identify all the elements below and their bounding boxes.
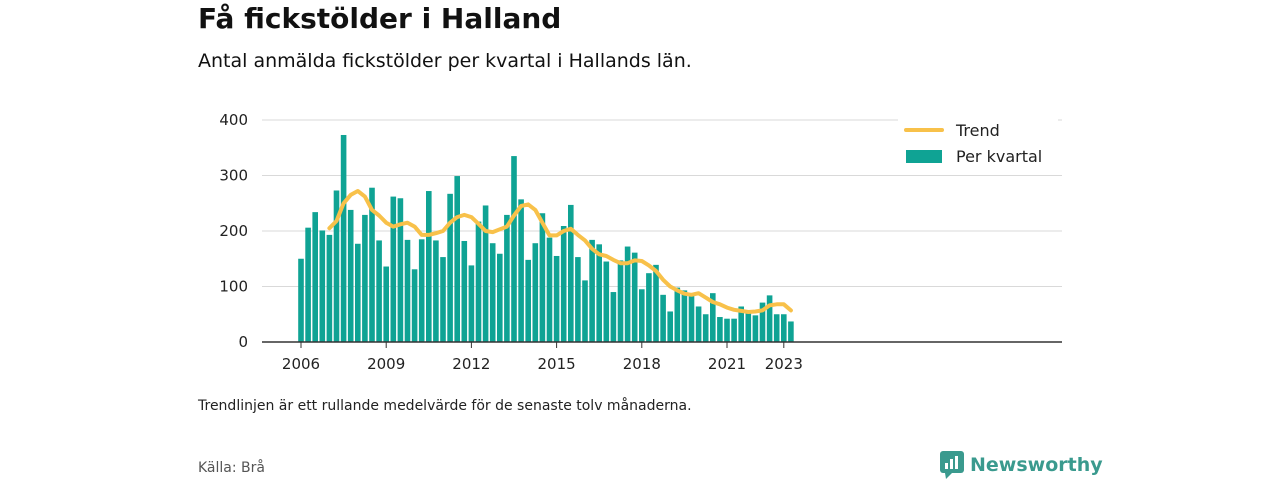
bar-2016-Q4 xyxy=(603,261,610,342)
bar-2015-Q3 xyxy=(568,204,574,342)
x-tick-label-2006: 2006 xyxy=(282,355,320,373)
bar-2020-Q4 xyxy=(717,317,723,342)
bar-2019-Q3 xyxy=(681,290,688,342)
bar-2020-Q3 xyxy=(710,293,716,342)
bar-2019-Q4 xyxy=(688,295,695,342)
y-tick-label-0: 0 xyxy=(238,333,248,351)
bar-2016-Q1 xyxy=(582,280,588,342)
bar-2014-Q2 xyxy=(532,243,539,342)
bar-2018-Q3 xyxy=(653,264,659,342)
bar-2014-Q1 xyxy=(525,259,531,342)
bar-2023-Q2 xyxy=(788,321,794,342)
chart-subtitle: Antal anmälda fickstölder per kvartal i … xyxy=(198,50,692,72)
x-tick-label-2023: 2023 xyxy=(765,355,803,373)
bar-2022-Q1 xyxy=(752,315,759,342)
legend-bar-label: Per kvartal xyxy=(956,147,1042,166)
bar-2016-Q3 xyxy=(596,244,602,342)
bar-2008-Q3 xyxy=(369,187,375,342)
bar-2013-Q3 xyxy=(511,156,517,342)
y-axis-ticks: 0 100 200 300 400 xyxy=(219,111,248,351)
bar-2011-Q1 xyxy=(440,257,446,342)
bar-2021-Q4 xyxy=(745,313,752,342)
source-label: Källa: Brå xyxy=(198,460,265,476)
bar-2022-Q3 xyxy=(766,295,773,342)
bar-2010-Q1 xyxy=(411,269,418,342)
bar-2020-Q1 xyxy=(695,306,702,342)
bar-2009-Q2 xyxy=(390,196,397,342)
bar-2015-Q1 xyxy=(553,255,560,342)
x-tick-label-2015: 2015 xyxy=(538,355,576,373)
bar-2017-Q4 xyxy=(631,252,638,342)
bar-2009-Q1 xyxy=(383,266,389,342)
y-tick-label-100: 100 xyxy=(219,278,248,296)
bar-2009-Q3 xyxy=(397,198,404,342)
x-tick-label-2012: 2012 xyxy=(452,355,490,373)
x-tick-label-2009: 2009 xyxy=(367,355,405,373)
x-tick-label-2018: 2018 xyxy=(623,355,661,373)
bar-2018-Q1 xyxy=(639,289,645,342)
legend-trend-label: Trend xyxy=(955,121,1000,140)
bar-2014-Q3 xyxy=(539,213,546,342)
bar-2011-Q4 xyxy=(461,240,468,342)
bar-2013-Q4 xyxy=(518,199,524,342)
bar-2010-Q3 xyxy=(426,191,432,342)
y-tick-label-300: 300 xyxy=(219,167,248,185)
bar-2008-Q4 xyxy=(376,240,382,342)
bar-2006-Q3 xyxy=(312,212,318,342)
bar-2007-Q1 xyxy=(326,234,333,342)
bar-2019-Q2 xyxy=(674,287,681,342)
bar-2011-Q3 xyxy=(454,176,460,342)
bar-2021-Q3 xyxy=(738,306,744,342)
bar-series xyxy=(298,134,794,342)
legend-background xyxy=(898,118,1058,174)
x-tick-label-2021: 2021 xyxy=(708,355,746,373)
bar-2018-Q2 xyxy=(646,273,652,342)
chart-title: Få fickstölder i Halland xyxy=(198,2,562,35)
bar-2008-Q2 xyxy=(362,214,368,342)
brand-name: Newsworthy xyxy=(970,454,1103,476)
bar-2010-Q2 xyxy=(418,239,425,342)
bar-2015-Q2 xyxy=(560,226,567,342)
bar-2010-Q4 xyxy=(433,240,439,342)
trend-footnote: Trendlinjen är ett rullande medelvärde f… xyxy=(198,398,692,414)
bar-2014-Q4 xyxy=(546,237,553,342)
bar-2015-Q4 xyxy=(575,257,581,342)
bar-2021-Q1 xyxy=(724,318,730,342)
bar-2013-Q2 xyxy=(504,214,510,342)
bar-2023-Q1 xyxy=(781,314,787,342)
bar-2021-Q2 xyxy=(731,318,737,342)
brand-logo[interactable]: Newsworthy xyxy=(940,451,1103,479)
y-tick-label-400: 400 xyxy=(219,111,248,129)
bar-2006-Q2 xyxy=(305,227,311,342)
bar-2019-Q1 xyxy=(667,311,673,342)
x-axis-ticks: 2006 2009 2012 2015 2018 2021 2023 xyxy=(282,342,803,373)
bar-2007-Q4 xyxy=(347,209,354,342)
bar-2018-Q4 xyxy=(660,294,666,342)
bar-2007-Q2 xyxy=(333,190,340,342)
bar-2022-Q2 xyxy=(759,302,766,342)
bar-2011-Q2 xyxy=(447,193,453,342)
bar-2017-Q3 xyxy=(624,246,631,342)
bar-2006-Q1 xyxy=(298,258,304,342)
y-tick-label-200: 200 xyxy=(219,222,248,240)
trend-line xyxy=(327,189,793,314)
legend: Trend Per kvartal xyxy=(898,118,1058,174)
bar-2017-Q2 xyxy=(617,260,624,342)
legend-bar-swatch xyxy=(906,150,942,163)
bar-2020-Q2 xyxy=(702,314,709,342)
bar-2012-Q4 xyxy=(489,243,496,342)
newsworthy-logo-icon xyxy=(940,451,964,479)
bar-2012-Q3 xyxy=(482,205,489,342)
bar-2016-Q2 xyxy=(589,239,595,342)
bar-2007-Q3 xyxy=(340,134,347,342)
bar-2012-Q2 xyxy=(475,221,482,342)
bar-2013-Q1 xyxy=(497,253,503,342)
bar-2008-Q1 xyxy=(355,243,361,342)
bar-2017-Q1 xyxy=(610,292,617,342)
bar-2022-Q4 xyxy=(773,314,780,342)
bar-2009-Q4 xyxy=(404,239,411,342)
bar-2012-Q1 xyxy=(468,265,475,342)
bar-2006-Q4 xyxy=(319,230,326,342)
